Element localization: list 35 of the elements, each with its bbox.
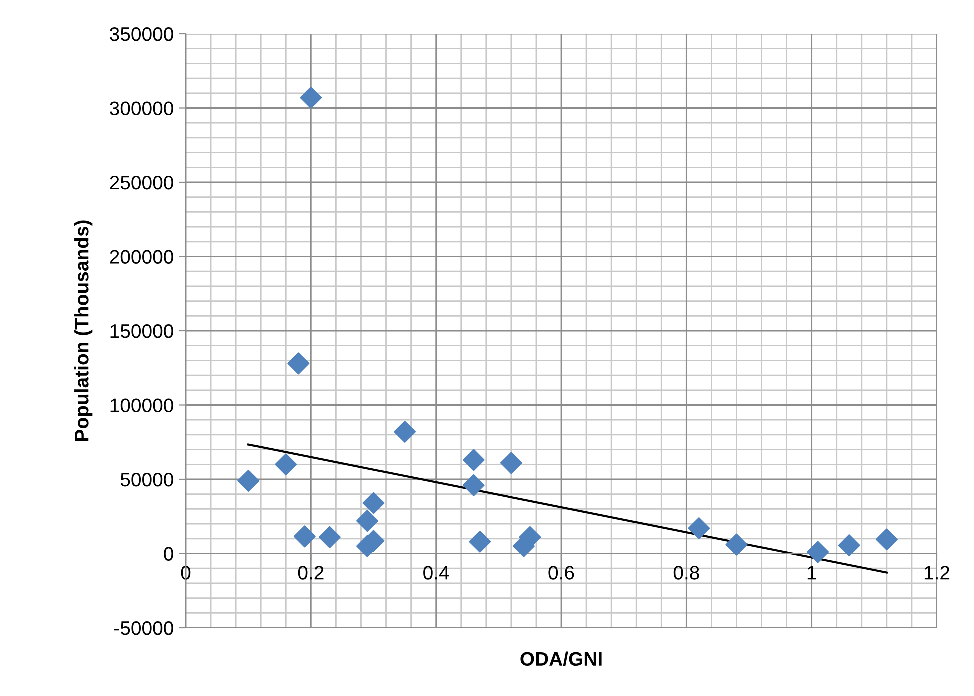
point bbox=[238, 470, 260, 492]
y-tick-label: 0 bbox=[164, 547, 174, 561]
point bbox=[462, 449, 485, 472]
y-tick-label: -50000 bbox=[114, 621, 174, 636]
point bbox=[469, 530, 492, 553]
x-axis-title: ODA/GNI bbox=[520, 652, 602, 666]
y-tick-label: 200000 bbox=[110, 250, 174, 264]
y-tick-label: 250000 bbox=[110, 176, 174, 190]
y-tick-label: 50000 bbox=[120, 472, 174, 487]
y-axis-title: Population (Thousands) bbox=[74, 220, 93, 441]
point bbox=[876, 528, 898, 551]
x-tick-label: 1.2 bbox=[924, 566, 950, 580]
x-tick-label: 0.2 bbox=[298, 566, 324, 580]
y-tick-label: 300000 bbox=[110, 102, 174, 116]
y-tick-label: 100000 bbox=[110, 398, 174, 412]
point bbox=[394, 420, 416, 443]
point bbox=[838, 534, 860, 557]
point bbox=[688, 518, 710, 540]
x-tick-label: 0.4 bbox=[424, 566, 450, 580]
point bbox=[462, 474, 485, 496]
x-tick-label: 0.8 bbox=[674, 566, 700, 580]
point bbox=[294, 526, 316, 548]
x-tick-label: 1 bbox=[808, 566, 816, 580]
point bbox=[300, 86, 322, 109]
point bbox=[318, 526, 341, 548]
point bbox=[500, 452, 522, 474]
point bbox=[362, 492, 385, 514]
x-tick-label: 0.6 bbox=[548, 566, 574, 580]
y-tick-label: 150000 bbox=[110, 324, 174, 338]
point bbox=[807, 541, 830, 564]
point bbox=[275, 454, 298, 476]
point bbox=[288, 352, 310, 375]
point bbox=[726, 534, 748, 556]
y-tick-label: 350000 bbox=[110, 27, 174, 42]
point bbox=[356, 510, 378, 532]
